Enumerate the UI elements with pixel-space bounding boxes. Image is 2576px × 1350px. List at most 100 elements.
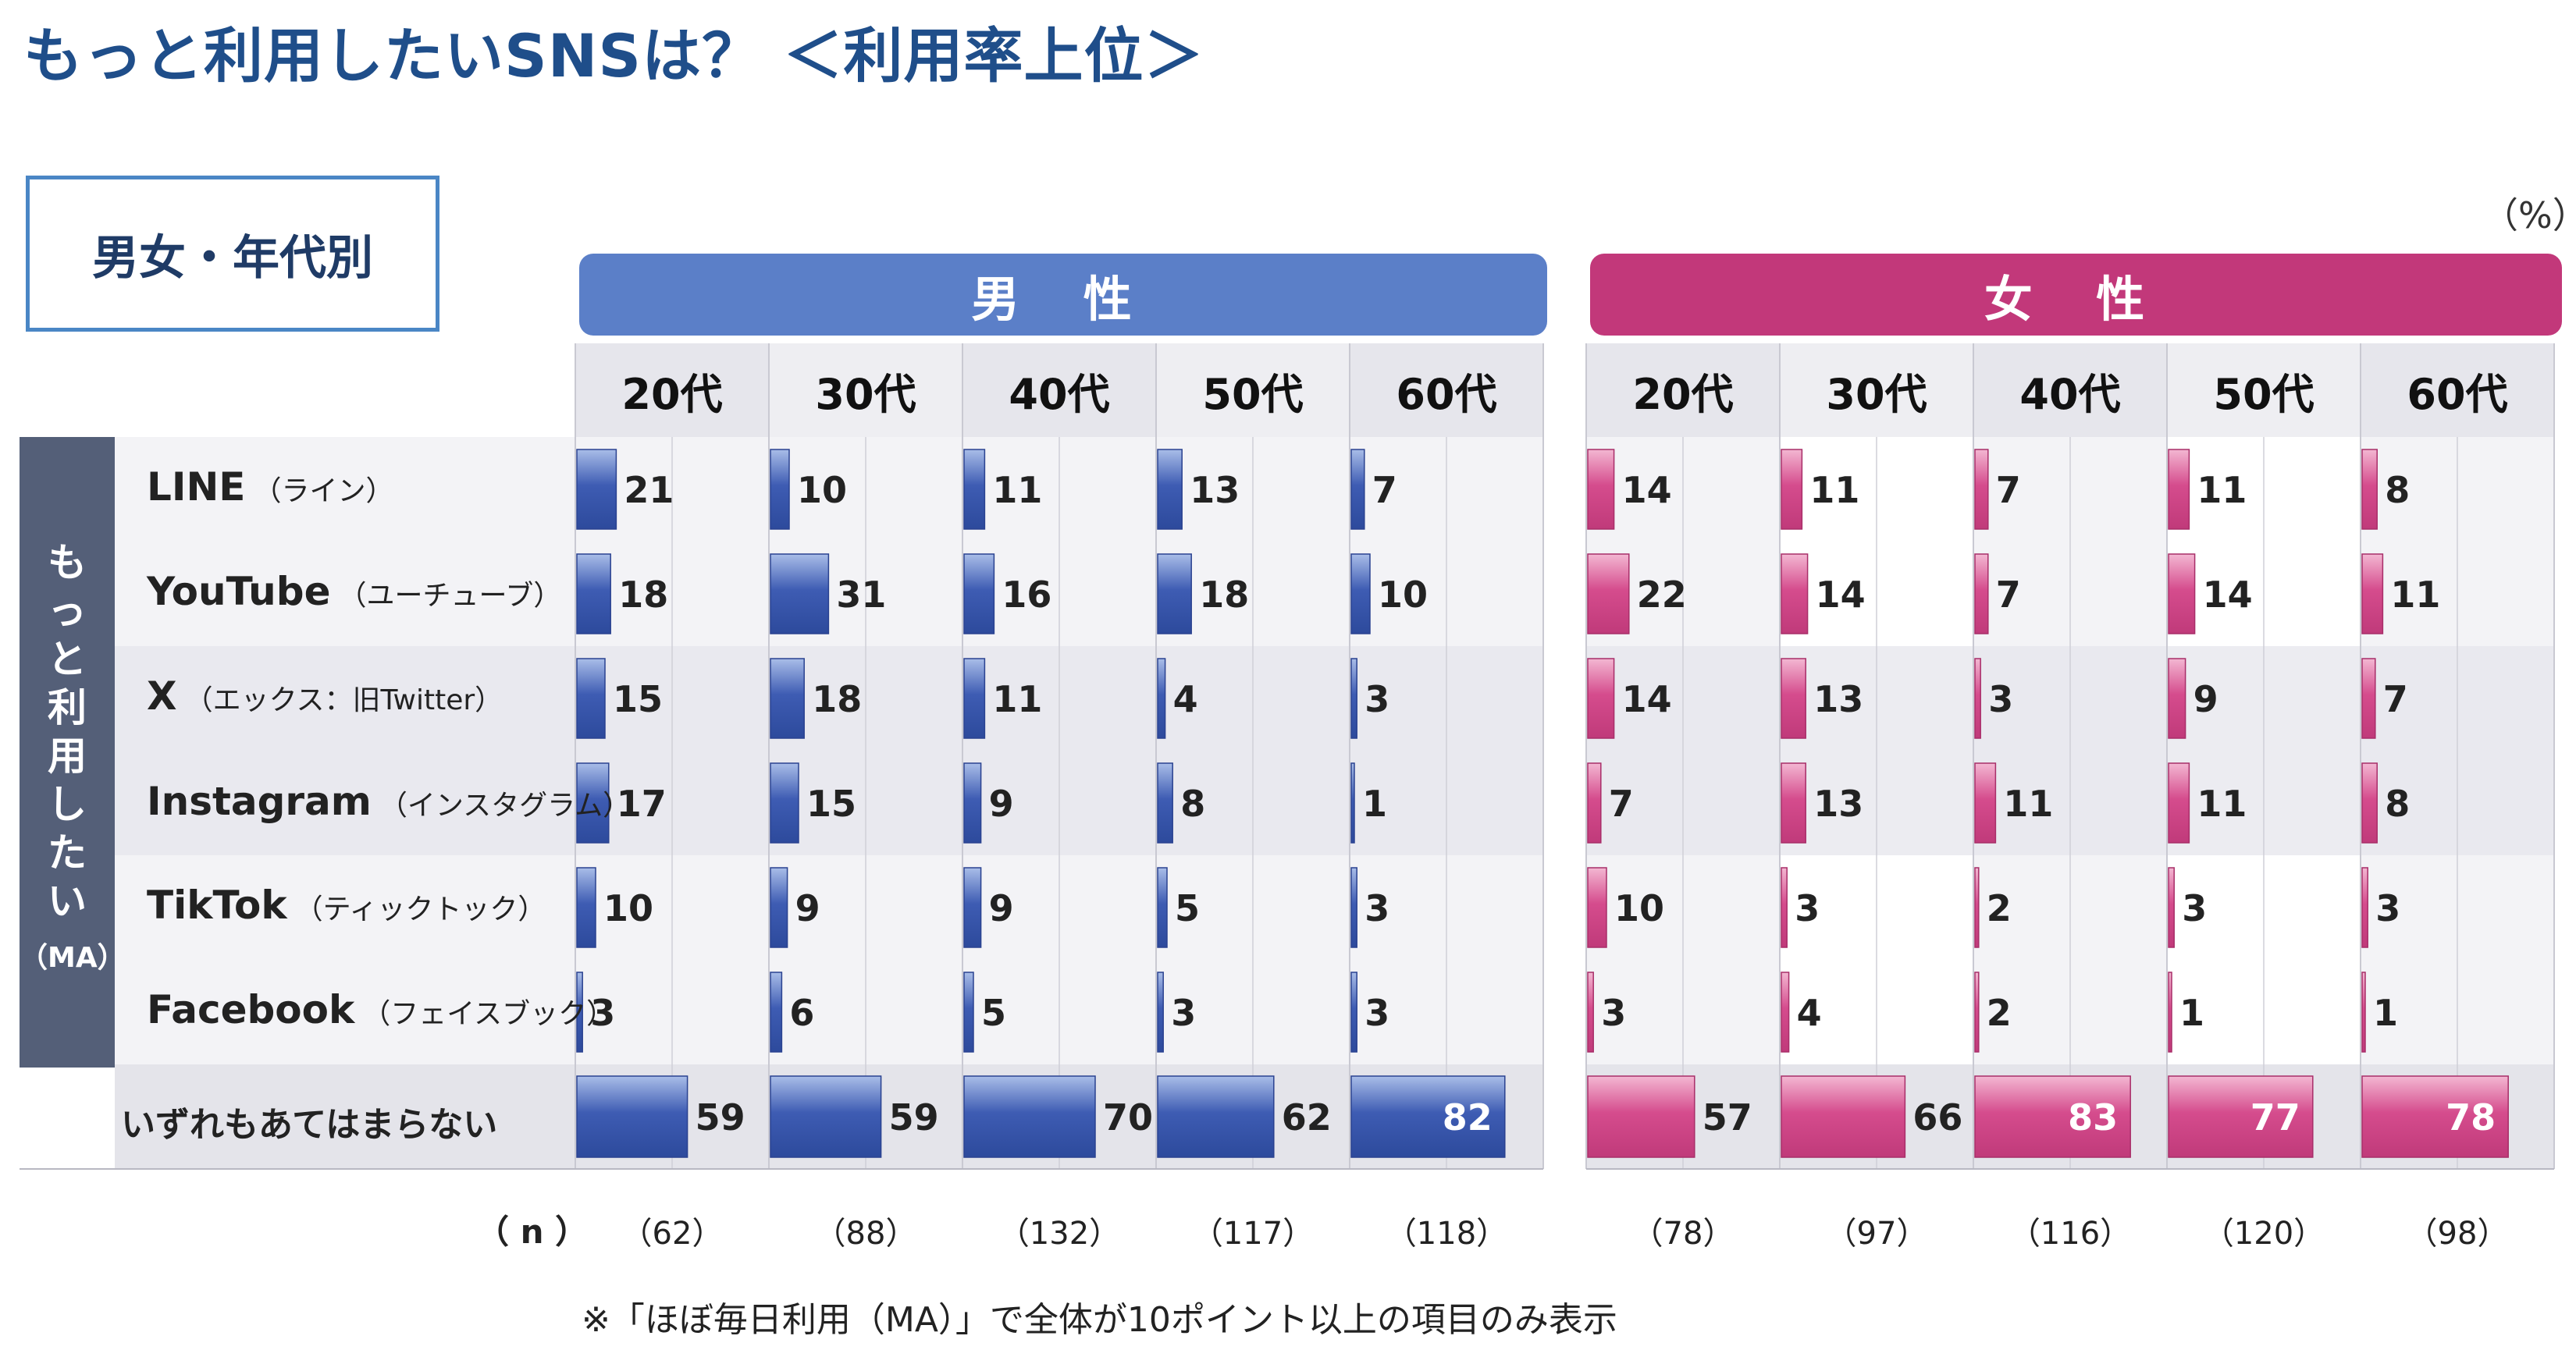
side-label-char: い xyxy=(48,879,87,924)
data-label: 11 xyxy=(992,469,1042,511)
sample-size: （116） xyxy=(2008,1216,2132,1252)
data-label: 3 xyxy=(1795,887,1820,929)
data-label: 3 xyxy=(1364,887,1389,929)
data-label: 3 xyxy=(1364,678,1389,720)
data-label: 4 xyxy=(1797,992,1822,1034)
bar xyxy=(1157,972,1164,1053)
bar xyxy=(770,972,783,1053)
data-label: 14 xyxy=(2203,574,2253,616)
data-label: 9 xyxy=(795,887,820,929)
data-label: 3 xyxy=(1988,678,2013,720)
bar xyxy=(1587,553,1630,634)
bar xyxy=(1974,553,1989,634)
data-label: 9 xyxy=(989,783,1014,825)
data-label: 17 xyxy=(617,783,667,825)
bar xyxy=(2168,658,2186,739)
row-name: Facebook xyxy=(147,987,355,1032)
bar xyxy=(576,762,610,844)
side-label-char: 用 xyxy=(48,734,87,779)
data-label: 14 xyxy=(1816,574,1866,616)
data-label: 14 xyxy=(1622,469,1672,511)
data-label: 18 xyxy=(1199,574,1249,616)
bar xyxy=(1157,867,1168,948)
data-label: 1 xyxy=(2373,992,2398,1034)
data-label: 78 xyxy=(2446,1096,2496,1139)
data-label: 5 xyxy=(1175,887,1200,929)
data-label: 31 xyxy=(836,574,886,616)
side-label-char: 利 xyxy=(48,685,87,730)
data-label: 10 xyxy=(1614,887,1664,929)
bar xyxy=(1781,867,1788,948)
data-label: 4 xyxy=(1173,678,1198,720)
sample-size: （97） xyxy=(1825,1216,1928,1252)
bar xyxy=(963,553,995,634)
bar xyxy=(2168,449,2190,530)
data-label: 5 xyxy=(981,992,1006,1034)
row-name: Instagram xyxy=(147,779,372,824)
column-header-30代: 30代 xyxy=(815,369,916,419)
column-header-40代: 40代 xyxy=(1009,369,1110,419)
sample-size: （98） xyxy=(2406,1216,2509,1252)
row-label-none: いずれもあてはまらない xyxy=(121,1105,498,1145)
data-label: 13 xyxy=(1813,678,1863,720)
bar xyxy=(2361,449,2378,530)
data-label: 11 xyxy=(992,678,1042,720)
bar xyxy=(2168,867,2175,948)
row-band xyxy=(115,646,575,751)
row-name: X xyxy=(147,673,177,719)
data-label: 3 xyxy=(1601,992,1626,1034)
bar xyxy=(1587,449,1615,530)
data-label: 59 xyxy=(696,1096,745,1139)
data-label: 22 xyxy=(1637,574,1687,616)
column-header-20代: 20代 xyxy=(621,369,723,419)
data-label: 3 xyxy=(2182,887,2207,929)
data-label: 11 xyxy=(2390,574,2440,616)
data-label: 10 xyxy=(1378,574,1428,616)
data-label: 10 xyxy=(603,887,653,929)
data-label: 9 xyxy=(2194,678,2218,720)
subtitle-box: 男女・年代別 xyxy=(26,176,439,332)
column-header-bg xyxy=(1780,343,1973,437)
bar xyxy=(1157,658,1166,739)
column-header-bg xyxy=(1350,343,1543,437)
data-label: 59 xyxy=(889,1096,939,1139)
bar xyxy=(1587,658,1615,739)
row-name: YouTube xyxy=(147,569,331,614)
data-label: 18 xyxy=(618,574,668,616)
row-name: TikTok xyxy=(147,883,287,928)
row-sub: （ティックトック） xyxy=(294,893,546,925)
row-label-x: X （エックス：旧Twitter） xyxy=(147,673,503,719)
data-label: 57 xyxy=(1703,1096,1752,1139)
row-name: LINE xyxy=(147,464,246,510)
bar xyxy=(1781,762,1806,844)
data-label: 2 xyxy=(1987,887,2012,929)
row-label-instagram: Instagram （インスタグラム） xyxy=(147,779,631,824)
data-label: 8 xyxy=(2385,783,2410,825)
data-label: 3 xyxy=(1171,992,1196,1034)
column-header-bg xyxy=(962,343,1156,437)
bar xyxy=(1350,449,1365,530)
side-label-char: っ xyxy=(48,588,87,634)
bar xyxy=(1350,1075,1506,1158)
data-label: 11 xyxy=(2197,783,2247,825)
bar xyxy=(2361,1075,2509,1158)
data-label: 3 xyxy=(1364,992,1389,1034)
side-label-char: た xyxy=(48,830,87,876)
sample-size: （88） xyxy=(814,1216,917,1252)
data-label: 13 xyxy=(1813,783,1863,825)
data-label: 2 xyxy=(1987,992,2012,1034)
bar xyxy=(2168,1075,2314,1158)
row-sub: （インスタグラム） xyxy=(379,790,632,822)
bar xyxy=(963,658,986,739)
column-header-60代: 60代 xyxy=(2407,369,2508,419)
data-label: 15 xyxy=(806,783,856,825)
data-label: 18 xyxy=(812,678,862,720)
page-title: もっと利用したいSNSは？ ＜利用率上位＞ xyxy=(23,21,1204,91)
bar xyxy=(1350,867,1357,948)
data-label: 1 xyxy=(2179,992,2204,1034)
column-header-bg xyxy=(1156,343,1350,437)
bar xyxy=(1157,553,1192,634)
bar xyxy=(963,972,974,1053)
bar xyxy=(1350,658,1357,739)
